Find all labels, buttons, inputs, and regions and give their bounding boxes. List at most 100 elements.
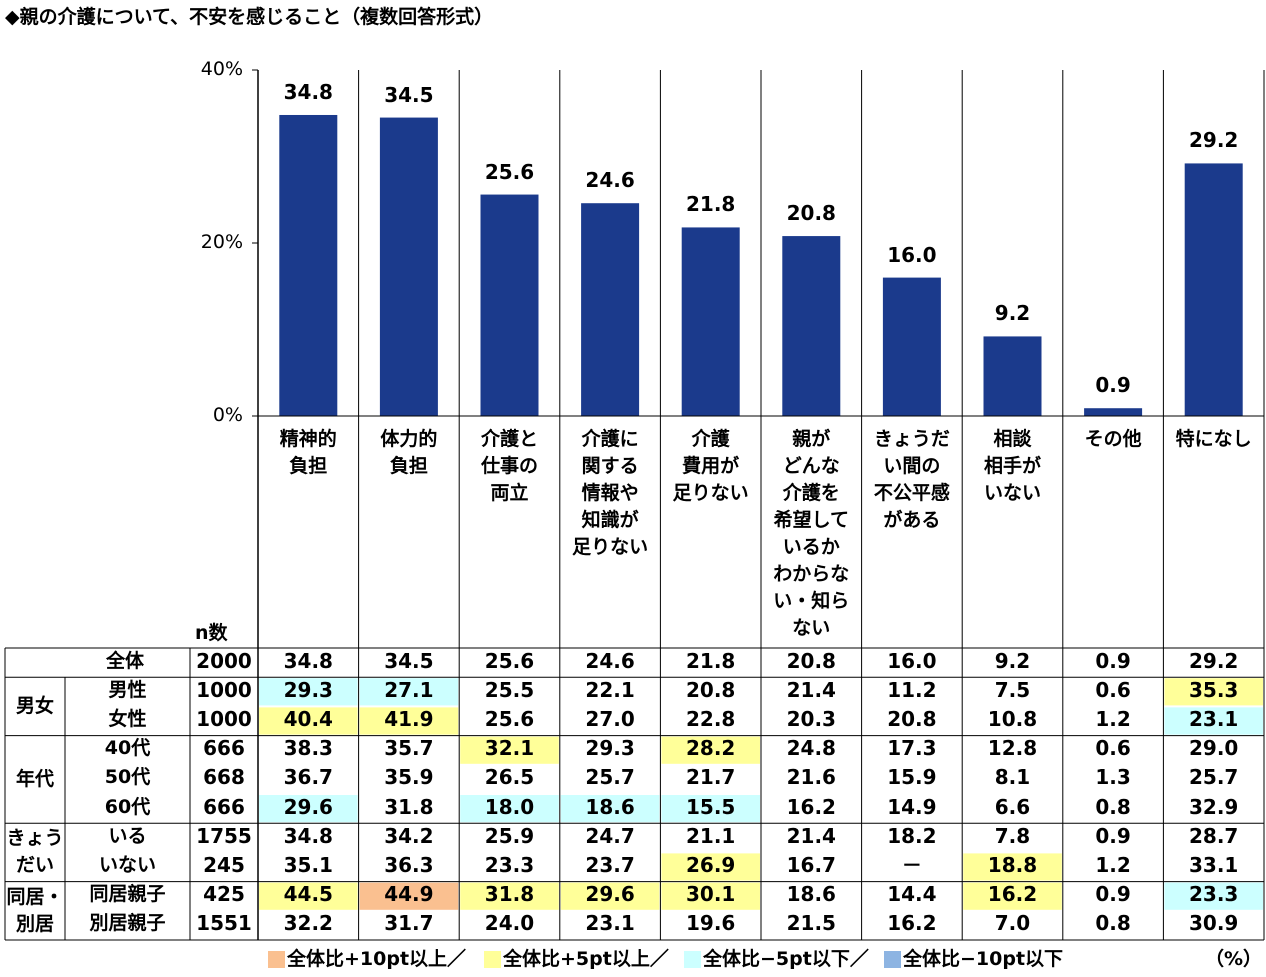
cell-value: 18.8 bbox=[987, 852, 1038, 877]
cell-value: 0.8 bbox=[1095, 794, 1131, 819]
cell-value: 0.6 bbox=[1095, 736, 1131, 761]
legend-label: 全体比−5pt以下／ bbox=[703, 948, 869, 970]
row-n: 245 bbox=[203, 852, 245, 877]
x-tick-label: 体力的 負担 bbox=[380, 428, 438, 477]
cell-value: 29.3 bbox=[283, 677, 333, 702]
cell-highlight bbox=[661, 736, 760, 764]
value-label: 25.6 bbox=[484, 159, 535, 184]
cell-value: 11.2 bbox=[887, 677, 937, 702]
cell-value: 36.7 bbox=[283, 765, 333, 790]
cell-value: 20.3 bbox=[786, 706, 836, 731]
cell-value: 0.9 bbox=[1095, 882, 1131, 907]
row-label: 男性 bbox=[108, 678, 147, 701]
cell-value: 25.6 bbox=[484, 706, 535, 731]
cell-value: 15.9 bbox=[887, 765, 937, 790]
cell-value: 18.0 bbox=[484, 794, 535, 819]
row-n: 1551 bbox=[196, 911, 252, 936]
cell-value: 22.8 bbox=[686, 706, 736, 731]
x-tick-label: 親が どんな 介護を 希望して いるか わからな い・知ら ない bbox=[773, 428, 850, 639]
cell-value: 1.2 bbox=[1095, 852, 1131, 877]
value-label: 34.8 bbox=[283, 79, 333, 104]
cell-value: 7.5 bbox=[994, 677, 1031, 702]
cell-value: 9.2 bbox=[994, 648, 1031, 673]
cell-highlight bbox=[560, 795, 660, 823]
x-tick-label: 精神的 負担 bbox=[279, 428, 337, 477]
cell-highlight bbox=[359, 707, 459, 735]
cell-value: 32.9 bbox=[1189, 794, 1239, 819]
row-label: 60代 bbox=[104, 795, 151, 818]
cell-value: 28.7 bbox=[1189, 823, 1239, 848]
cell-highlight bbox=[460, 882, 559, 910]
value-label: 20.8 bbox=[786, 201, 836, 226]
bar bbox=[882, 277, 941, 416]
cell-value: 20.8 bbox=[887, 706, 937, 731]
legend-label: 全体比+10pt以上／ bbox=[287, 948, 467, 970]
value-label: 9.2 bbox=[994, 301, 1031, 326]
cell-highlight bbox=[259, 678, 358, 706]
cell-value: 23.7 bbox=[585, 852, 635, 877]
row-n: 668 bbox=[203, 765, 245, 790]
cell-value: 31.7 bbox=[384, 911, 434, 936]
cell-value: 27.1 bbox=[384, 677, 434, 702]
cell-value: 18.6 bbox=[786, 882, 836, 907]
cell-value: 0.9 bbox=[1095, 823, 1131, 848]
row-label: 同居親子 bbox=[89, 883, 166, 906]
cell-value: 24.6 bbox=[585, 648, 635, 673]
cell-value: 20.8 bbox=[686, 677, 736, 702]
cell-value: 7.8 bbox=[994, 823, 1031, 848]
cell-value: 29.2 bbox=[1189, 648, 1239, 673]
legend-label: 全体比+5pt以上／ bbox=[503, 948, 669, 970]
cell-value: 25.5 bbox=[484, 677, 535, 702]
cell-value: 25.9 bbox=[484, 823, 535, 848]
cell-value: 29.6 bbox=[585, 882, 635, 907]
bar bbox=[983, 336, 1042, 416]
row-n: 1755 bbox=[196, 823, 252, 848]
bar bbox=[681, 227, 740, 416]
cell-value: 21.1 bbox=[686, 823, 736, 848]
cell-value: 21.6 bbox=[786, 765, 836, 790]
x-tick-label: その他 bbox=[1084, 428, 1142, 450]
cell-value: 23.3 bbox=[1189, 882, 1239, 907]
legend-swatch bbox=[484, 951, 501, 968]
cell-value: 31.8 bbox=[484, 882, 535, 907]
y-tick-label: 20% bbox=[200, 231, 243, 253]
row-n: 666 bbox=[203, 794, 245, 819]
cell-value: 15.5 bbox=[686, 794, 736, 819]
cell-highlight bbox=[661, 853, 760, 881]
group-label: きょう だい bbox=[6, 827, 64, 877]
cell-value: 18.2 bbox=[887, 823, 937, 848]
cell-value: 35.1 bbox=[283, 852, 333, 877]
cell-highlight bbox=[1164, 882, 1263, 910]
cell-value: 8.1 bbox=[994, 765, 1031, 790]
cell-value: 28.2 bbox=[686, 736, 736, 761]
cell-value: 25.6 bbox=[484, 648, 535, 673]
x-tick-label: 相談 相手が いない bbox=[983, 428, 1041, 504]
cell-highlight bbox=[661, 882, 760, 910]
cell-value: 16.7 bbox=[786, 852, 836, 877]
cell-value: 16.0 bbox=[887, 648, 937, 673]
cell-value: 24.7 bbox=[585, 823, 635, 848]
cell-value: 27.0 bbox=[585, 706, 635, 731]
cell-value: 16.2 bbox=[786, 794, 836, 819]
row-n: 1000 bbox=[196, 706, 252, 731]
cell-highlight bbox=[359, 678, 459, 706]
value-label: 34.5 bbox=[384, 82, 434, 107]
cell-value: 32.1 bbox=[484, 736, 535, 761]
cell-value: 41.9 bbox=[384, 706, 434, 731]
cell-value: 14.4 bbox=[887, 882, 937, 907]
cell-value: 21.7 bbox=[686, 765, 736, 790]
cell-value: 33.1 bbox=[1189, 852, 1239, 877]
cell-highlight bbox=[259, 795, 358, 823]
row-n: 425 bbox=[203, 882, 245, 907]
value-label: 24.6 bbox=[585, 168, 635, 193]
legend-swatch bbox=[884, 951, 901, 968]
cell-value: 21.8 bbox=[686, 648, 736, 673]
cell-value: 25.7 bbox=[585, 765, 635, 790]
cell-value: 0.8 bbox=[1095, 911, 1131, 936]
cell-value: 29.3 bbox=[585, 736, 635, 761]
row-n: 666 bbox=[203, 736, 245, 761]
cell-value: 30.1 bbox=[686, 882, 736, 907]
cell-value: 26.5 bbox=[484, 765, 535, 790]
cell-value: 18.6 bbox=[585, 794, 635, 819]
